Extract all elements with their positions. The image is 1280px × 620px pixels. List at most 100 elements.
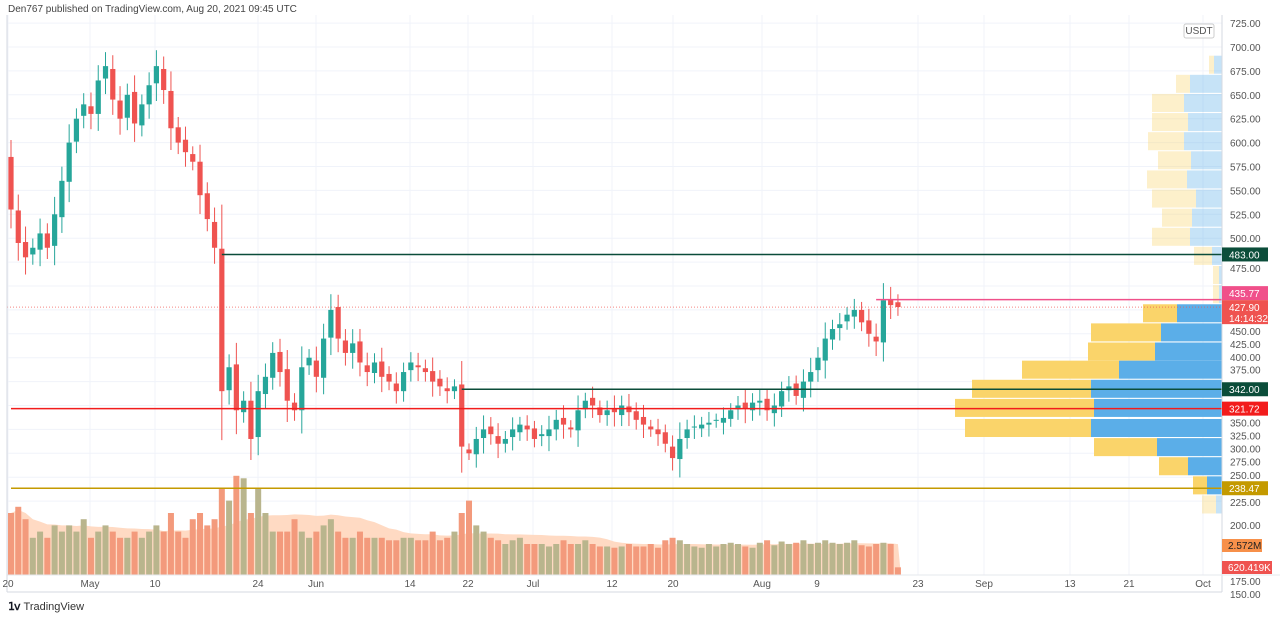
profile-down-bar [1148, 132, 1184, 151]
volume-bar [894, 567, 901, 575]
volume-bar [204, 525, 211, 575]
candle-body [713, 419, 719, 421]
candle-body [706, 422, 712, 425]
price-tick: 225.00 [1230, 498, 1261, 509]
price-badges: 483.00 435.77 342.00 321.72 238.47 427.9014:1… [1222, 247, 1272, 574]
volume-ma-badge [1222, 539, 1262, 552]
volume-bar [327, 519, 334, 575]
price-tick: 450.00 [1230, 327, 1261, 338]
candle-body [146, 85, 152, 105]
profile-up-bar [1212, 246, 1222, 265]
profile-up-bar [1091, 418, 1222, 438]
volume-bar [611, 547, 618, 575]
candle-body [749, 402, 756, 411]
candle-body [691, 426, 697, 428]
profile-up-bar [1219, 266, 1222, 285]
volume-bar [647, 544, 654, 575]
volume-bar [320, 525, 327, 575]
time-tick: Oct [1195, 579, 1211, 590]
volume-bar [836, 544, 843, 575]
volume-bar [640, 546, 647, 575]
volume-bar [545, 546, 552, 575]
profile-down-bar [1202, 495, 1216, 514]
volume-bar [466, 500, 473, 575]
volume-bar [509, 540, 516, 575]
time-tick: 24 [252, 579, 264, 590]
candle-body [764, 398, 770, 411]
candle-body [699, 424, 705, 429]
candle-body [786, 386, 792, 391]
candle-body [648, 426, 654, 430]
volume-bar [8, 513, 14, 575]
volume-bar [487, 537, 494, 575]
volume-bar [764, 540, 771, 575]
volume-bar [516, 537, 523, 575]
volume-bar [655, 547, 662, 575]
level-badge-label: 435.77 [1229, 289, 1260, 300]
candle-body [88, 106, 94, 114]
volume-bar [313, 531, 320, 575]
volume-bar [814, 542, 821, 575]
candle-body [677, 438, 683, 460]
price-tick: 575.00 [1230, 163, 1261, 174]
time-tick: Sep [975, 579, 993, 590]
time-tick: 20 [2, 579, 14, 590]
profile-up-bar [1219, 285, 1222, 304]
candle-body [757, 400, 763, 403]
volume-bar [480, 531, 487, 575]
candle-body [37, 233, 43, 250]
candle-body [371, 362, 378, 373]
volume-bar [356, 531, 363, 575]
candle-body [502, 438, 508, 444]
level-badge-label: 238.47 [1229, 484, 1260, 495]
price-tick: 525.00 [1230, 210, 1261, 221]
currency-label-text: USDT [1185, 26, 1212, 37]
price-tick: 600.00 [1230, 139, 1261, 150]
candle-body [590, 397, 596, 406]
candle-body [102, 66, 109, 79]
volume-bar [771, 545, 778, 575]
volume-bar [124, 537, 131, 575]
volume-bar [284, 531, 291, 575]
candle-body [299, 367, 305, 411]
volume-bar [37, 531, 44, 575]
volume-bar [851, 540, 858, 575]
candle-body [560, 417, 567, 425]
volume-bar [742, 546, 749, 575]
candle-body [364, 365, 370, 373]
candle-body [669, 446, 676, 459]
candle-body [386, 373, 392, 382]
tradingview-logo[interactable]: 𝟣𝗏 TradingView [8, 600, 84, 614]
volume-bar [175, 531, 182, 575]
last-price-badge [1222, 300, 1268, 325]
volume-bar [785, 544, 792, 575]
candle-body [459, 384, 465, 447]
volume-bar [102, 525, 109, 575]
candle-body [880, 300, 886, 343]
volume-bar [829, 542, 836, 575]
level-badge [1222, 286, 1268, 301]
candle-body [837, 324, 843, 329]
candle-body [619, 405, 625, 416]
volume-bar [44, 537, 51, 575]
volume-bar [436, 540, 443, 575]
volume-bar [429, 531, 436, 575]
candle-body [291, 402, 298, 411]
volume-bar [720, 544, 727, 575]
time-tick: 23 [912, 579, 924, 590]
candle-body [73, 118, 80, 142]
currency-label[interactable]: USDT [1183, 23, 1215, 39]
candle-body [379, 361, 385, 377]
candle-body [284, 369, 290, 401]
candle-body [415, 365, 421, 368]
price-tick: 325.00 [1230, 432, 1261, 443]
candle-body [684, 429, 690, 439]
candle-body [335, 307, 341, 339]
candle-body [735, 405, 741, 410]
volume-bars [8, 475, 901, 575]
price-tick: 200.00 [1230, 521, 1261, 532]
candle-body [488, 426, 494, 435]
volume-bar [633, 546, 640, 575]
volume-bar [669, 537, 676, 575]
